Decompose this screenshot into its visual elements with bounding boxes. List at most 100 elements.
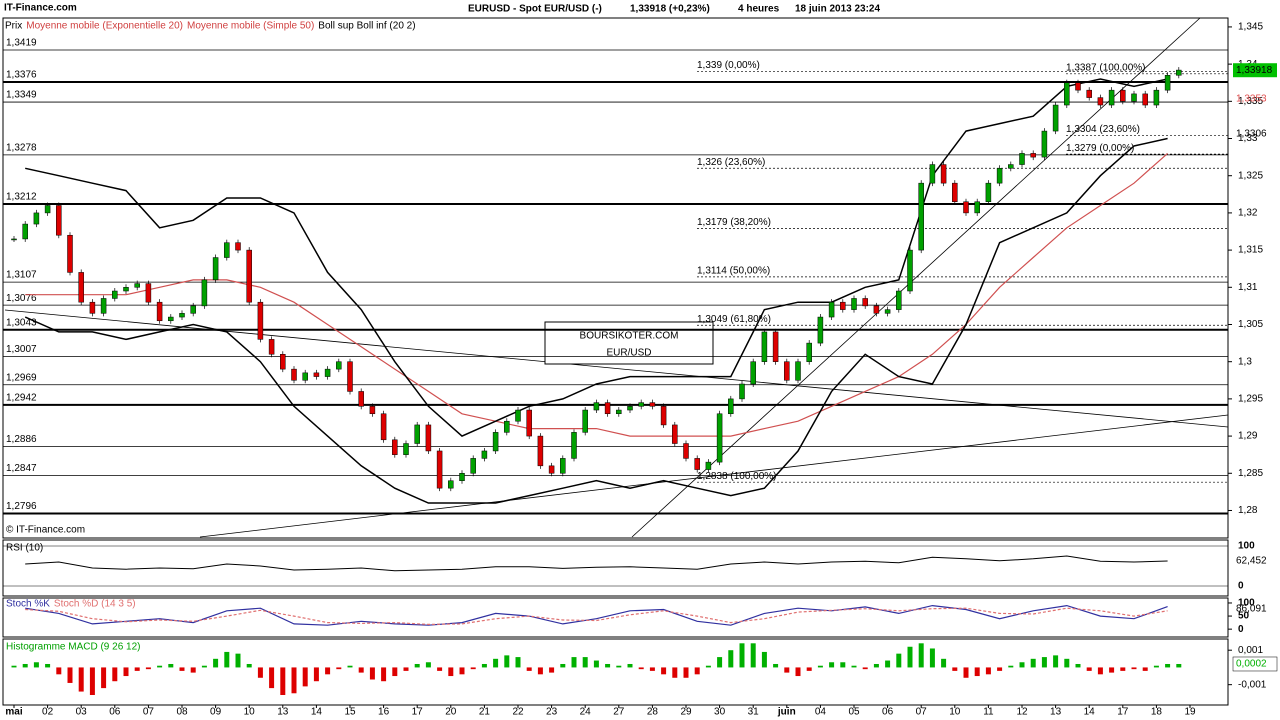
level-label: 1,2847 <box>6 463 37 474</box>
candle <box>78 272 84 303</box>
macd-bar <box>358 667 364 673</box>
x-tick-label: 15 <box>344 707 356 718</box>
candle <box>952 182 958 202</box>
macd-bar <box>235 653 241 668</box>
candle <box>806 342 812 362</box>
y-tick-label: 1,29 <box>1238 431 1258 442</box>
level-label: 1,3349 <box>6 90 37 101</box>
x-tick-label: 10 <box>949 707 961 718</box>
y-tick-label: 1,345 <box>1238 22 1263 33</box>
price-tag-box <box>1233 63 1277 78</box>
x-tick-label: 13 <box>277 707 289 718</box>
candle <box>414 424 420 444</box>
macd-bar <box>448 667 454 677</box>
x-tick-label: 18 <box>1151 707 1163 718</box>
legend-entry: Boll sup Boll inf (20 2) <box>318 21 415 32</box>
candle <box>134 283 140 288</box>
x-tick-label: 31 <box>748 707 760 718</box>
macd-bar <box>974 667 980 677</box>
candle <box>313 372 320 377</box>
candle <box>548 465 555 474</box>
copyright: © IT-Finance.com <box>6 525 85 536</box>
macd-bar <box>1153 665 1159 668</box>
candle <box>1176 69 1182 76</box>
candle <box>470 458 476 474</box>
macd-bar <box>89 667 95 696</box>
rsi-last: 62,452 <box>1236 556 1267 567</box>
x-tick-label: 09 <box>210 707 222 718</box>
candle <box>728 398 734 415</box>
candle <box>257 301 264 340</box>
x-tick-label: 23 <box>546 707 558 718</box>
macd-bar <box>470 667 476 670</box>
x-tick-label: 08 <box>176 707 188 718</box>
level-label: 1,2969 <box>6 372 37 383</box>
macd-bar <box>280 667 286 696</box>
rsi-panel <box>2 539 1229 597</box>
macd-bar <box>1075 663 1081 668</box>
macd-bar <box>560 663 566 668</box>
candle <box>403 443 409 455</box>
macd-bar <box>504 655 510 668</box>
macd-bar <box>313 667 319 682</box>
candle <box>896 290 902 310</box>
candle <box>268 339 275 355</box>
macd-bar <box>78 667 84 692</box>
macd-bar <box>381 667 387 682</box>
macd-bar <box>862 667 868 670</box>
macd-bar <box>582 657 588 668</box>
candle <box>1131 93 1137 102</box>
macd-bar <box>952 667 958 671</box>
candle <box>660 406 667 426</box>
x-tick-label: 30 <box>714 707 726 718</box>
candle <box>537 435 544 467</box>
legend-entry: Moyenne mobile (Exponentielle 20) <box>26 21 183 32</box>
x-tick-label: 07 <box>916 707 928 718</box>
macd-bar <box>1086 667 1092 671</box>
macd-bar <box>1131 667 1137 670</box>
candle <box>89 301 96 314</box>
macd-bar <box>918 643 924 668</box>
candle <box>772 331 779 362</box>
candle <box>67 234 73 273</box>
macd-bar <box>269 667 275 689</box>
price-tag: 1,3306 <box>1236 129 1267 140</box>
macd-bar <box>369 667 375 680</box>
candle <box>1030 153 1036 158</box>
candle <box>817 316 824 344</box>
candle <box>638 402 644 407</box>
level-label: 1,3212 <box>6 192 37 203</box>
macd-bar <box>190 667 196 673</box>
rsi-label: RSI (10) <box>6 543 43 554</box>
y-tick-label: 1,295 <box>1238 394 1263 405</box>
candle <box>716 413 723 463</box>
macd-bar <box>1165 663 1171 668</box>
y-tick-label: 50 <box>1238 611 1250 622</box>
candle <box>694 458 700 470</box>
candle <box>123 287 129 292</box>
macd-bar <box>123 667 129 677</box>
macd-bar <box>246 663 252 668</box>
fibonacci-label: 1,3304 (23,60%) <box>1066 124 1140 135</box>
legend-entry: Moyenne mobile (Simple 50) <box>187 21 314 32</box>
candle <box>436 450 443 489</box>
trend-line <box>631 17 1201 538</box>
candle <box>1153 89 1160 106</box>
x-tick-label: 17 <box>412 707 424 718</box>
candle <box>571 432 577 459</box>
macd-bar <box>56 667 62 675</box>
candle <box>1120 89 1126 102</box>
x-tick-label: 24 <box>580 707 592 718</box>
x-tick-label: 14 <box>311 707 323 718</box>
candle <box>190 305 196 314</box>
candle <box>1108 89 1115 106</box>
y-tick-label: 1,325 <box>1238 170 1263 181</box>
macd-bar <box>257 667 263 678</box>
level-label: 1,3419 <box>6 38 37 49</box>
candle <box>795 361 801 381</box>
macd-bar <box>1176 663 1182 668</box>
macd-bar <box>22 663 28 668</box>
macd-bar <box>134 667 140 671</box>
candle <box>168 316 174 322</box>
level-label: 1,3043 <box>6 317 37 328</box>
